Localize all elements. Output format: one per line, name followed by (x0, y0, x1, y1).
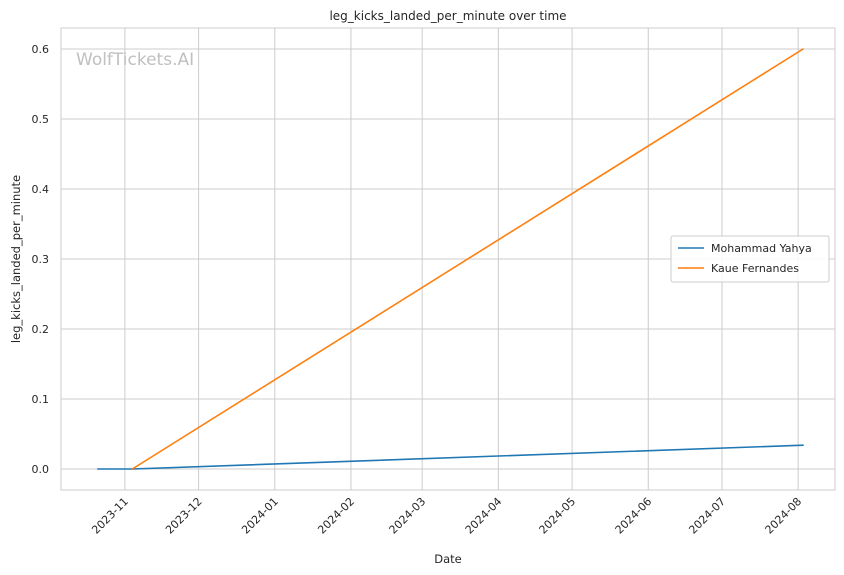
legend: Mohammad Yahya Kaue Fernandes (670, 235, 830, 283)
y-tick-label: 0.2 (32, 323, 50, 336)
y-tick-label: 0.4 (32, 183, 50, 196)
data-point-1-1 (802, 48, 804, 50)
y-tick-labels: 0.0 0.1 0.2 0.3 0.4 0.5 0.6 (32, 43, 50, 476)
y-axis-label: leg_kicks_landed_per_minute (9, 175, 23, 343)
plot-frame (60, 27, 836, 491)
grid (61, 28, 835, 490)
legend-label-1: Kaue Fernandes (711, 262, 799, 275)
y-tick-label: 0.5 (32, 113, 50, 126)
chart-title: leg_kicks_landed_per_minute over time (329, 9, 566, 23)
legend-label-0: Mohammad Yahya (711, 242, 812, 255)
series-line-1 (131, 48, 804, 470)
legend-box (670, 235, 830, 283)
y-tick-label: 0.1 (32, 393, 50, 406)
data-point-0-0 (97, 468, 99, 470)
watermark: WolfTickets.AI (76, 50, 194, 70)
data-point-0-2 (802, 444, 804, 447)
y-tick-label: 0.6 (32, 43, 50, 56)
y-tick-label: 0.3 (32, 253, 50, 266)
y-tick-label: 0.0 (32, 463, 50, 476)
data-point-1-0 (131, 468, 134, 470)
x-axis-label: Date (434, 552, 462, 566)
series-group (97, 48, 804, 470)
